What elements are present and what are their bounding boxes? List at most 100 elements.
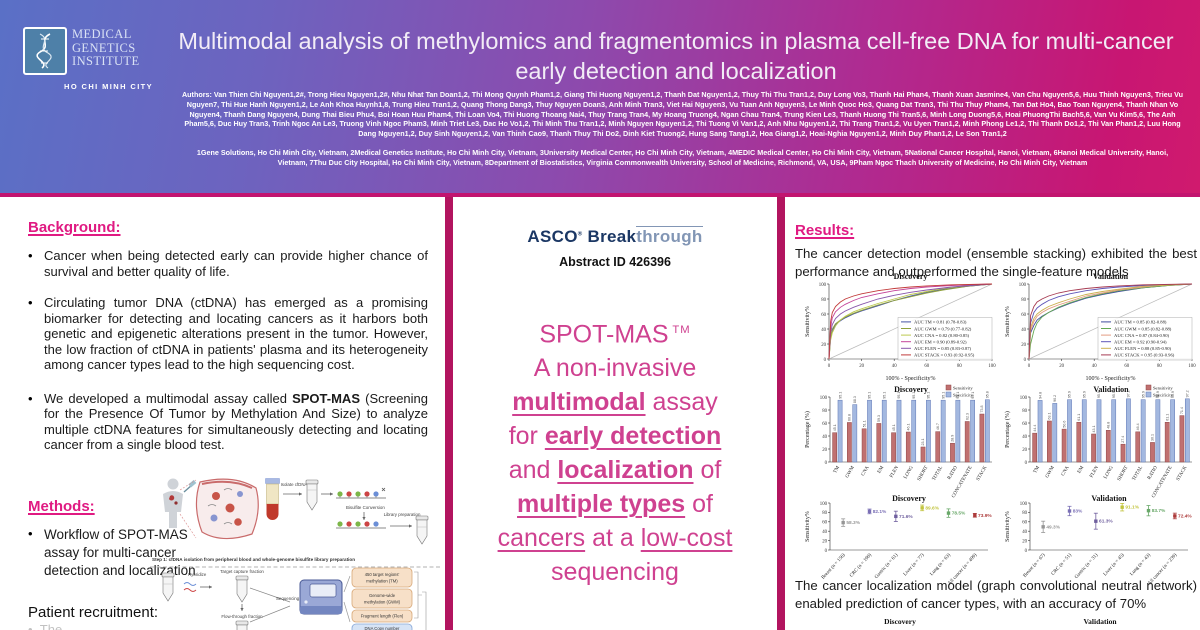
svg-text:100: 100: [1188, 364, 1196, 369]
cfdna-tube-icon: [305, 479, 319, 511]
svg-text:61.1: 61.1: [1077, 414, 1081, 421]
svg-text:Sensitivity%: Sensitivity%: [805, 511, 811, 542]
svg-text:95.9: 95.9: [1141, 391, 1145, 398]
step1-caption: Step 1: cfDNA isolation from peripheral …: [152, 557, 355, 562]
svg-text:Liver (n = 77): Liver (n = 77): [903, 553, 926, 578]
svg-text:60: 60: [924, 364, 929, 369]
bar-chart-validation: Validation 0 20 40 60 80 100 Percentage (%) 44.4…: [1002, 384, 1198, 504]
svg-text:methylation (GWM): methylation (GWM): [364, 600, 401, 605]
svg-text:450 target regions': 450 target regions': [365, 572, 400, 577]
sensitivity-chart-discovery: Discovery 0 20 40 60 80 100 Sensitivity% 58.3% Br…: [802, 494, 998, 587]
svg-text:20: 20: [1022, 539, 1027, 544]
svg-text:Sensitivity: Sensitivity: [953, 385, 973, 390]
svg-text:49.3%: 49.3%: [1046, 524, 1060, 530]
svg-text:STACK: STACK: [1176, 465, 1189, 482]
svg-text:91.1%: 91.1%: [1125, 505, 1139, 511]
svg-text:20: 20: [1059, 364, 1064, 369]
clipped-chart-title-discovery: Discovery: [884, 617, 916, 626]
svg-text:95.9: 95.9: [1068, 391, 1072, 398]
svg-text:20: 20: [821, 343, 826, 348]
logo-line-1: MEDICAL: [72, 27, 132, 41]
sequencing-label: Sequencing: [276, 596, 300, 601]
svg-text:100: 100: [1020, 396, 1028, 401]
bar-chart-discovery: Discovery 0 20 40 60 80 100 Percentage (%) 45.1 9…: [802, 384, 998, 504]
svg-text:0: 0: [825, 461, 828, 466]
abstract-id: Abstract ID 426396: [559, 255, 671, 269]
svg-text:FLEN: FLEN: [889, 465, 900, 479]
svg-text:Validation: Validation: [1093, 385, 1129, 394]
svg-text:95.9: 95.9: [1082, 391, 1086, 398]
feature-box-cna: DNA Copy number: [351, 623, 413, 630]
sequencer-icon: [299, 579, 343, 615]
svg-text:Sensitivity%: Sensitivity%: [805, 306, 811, 337]
svg-text:45.1: 45.1: [892, 424, 896, 431]
svg-text:100% - Specificity%: 100% - Specificity%: [1086, 375, 1136, 382]
header-divider: [0, 193, 1200, 197]
svg-text:60: 60: [822, 521, 827, 526]
asco-through-text: through: [636, 226, 703, 246]
svg-text:TM: TM: [1033, 465, 1041, 474]
svg-text:30.1: 30.1: [1151, 434, 1155, 441]
svg-text:73.9%: 73.9%: [978, 513, 992, 519]
bullet-marker: •: [28, 390, 33, 406]
svg-text:Sensitivity%: Sensitivity%: [1005, 511, 1011, 542]
svg-text:58.3%: 58.3%: [846, 520, 860, 526]
svg-text:100% - Specificity%: 100% - Specificity%: [886, 375, 936, 382]
svg-text:95.1: 95.1: [838, 392, 842, 399]
svg-text:Genome-wide: Genome-wide: [369, 593, 396, 598]
headline-line: for early detection: [508, 422, 722, 451]
svg-text:60: 60: [1021, 313, 1026, 318]
svg-text:100: 100: [819, 283, 827, 288]
svg-text:27.4: 27.4: [1121, 436, 1125, 443]
svg-text:GWM: GWM: [1045, 465, 1056, 479]
svg-text:GWM: GWM: [845, 465, 856, 479]
svg-text:95.1: 95.1: [956, 392, 960, 399]
svg-text:0: 0: [1024, 358, 1027, 363]
logo-line-3: INSTITUTE: [72, 54, 140, 68]
svg-text:88.3: 88.3: [853, 396, 857, 403]
svg-text:RATIO: RATIO: [1147, 465, 1159, 481]
svg-text:44.4: 44.4: [1033, 425, 1037, 432]
svg-text:20: 20: [1021, 343, 1026, 348]
flow-through-label: Flow-through fraction: [221, 614, 263, 619]
svg-text:40: 40: [1022, 530, 1027, 535]
svg-text:95.1: 95.1: [868, 392, 872, 399]
svg-text:SHORT: SHORT: [1117, 466, 1129, 482]
svg-text:46.1: 46.1: [907, 424, 911, 431]
svg-text:20: 20: [822, 448, 827, 453]
affiliations: 1Gene Solutions, Ho Chi Minh City, Vietn…: [196, 148, 1169, 167]
svg-text:Sensitivity%: Sensitivity%: [1005, 306, 1011, 337]
svg-text:95.1: 95.1: [897, 392, 901, 399]
svg-text:100: 100: [820, 502, 828, 507]
svg-text:80: 80: [822, 511, 827, 516]
headline-line: sequencing: [551, 558, 679, 587]
svg-text:AUC STACK = 0.93 (0.92-0.95): AUC STACK = 0.93 (0.92-0.95): [914, 353, 975, 358]
svg-text:95.1: 95.1: [882, 392, 886, 399]
svg-text:Validation: Validation: [1093, 272, 1129, 281]
feature-box-tm: 450 target regions' methylation (TM): [351, 567, 413, 588]
svg-text:Percentage (%): Percentage (%): [1004, 411, 1011, 448]
target-capture-label: Target capture fraction: [220, 569, 264, 574]
svg-text:95.9: 95.9: [1097, 391, 1101, 398]
center-panel: ASCO® Breakthrough Abstract ID 426396 SP…: [453, 197, 777, 589]
svg-text:Discovery: Discovery: [894, 272, 928, 281]
svg-text:0: 0: [824, 358, 827, 363]
svg-text:97.2: 97.2: [1186, 390, 1190, 397]
blood-tube-icon: [265, 478, 280, 520]
svg-text:60: 60: [1022, 422, 1027, 427]
clipped-text-line: • The: [28, 622, 63, 630]
svg-text:23.1: 23.1: [921, 438, 925, 445]
svg-text:AUC EM = 0.90 (0.89-0.92): AUC EM = 0.90 (0.89-0.92): [914, 340, 967, 345]
svg-text:48.8: 48.8: [1107, 422, 1111, 429]
svg-text:Specificity: Specificity: [1153, 392, 1174, 397]
svg-text:Sensitivity: Sensitivity: [1153, 385, 1173, 390]
svg-text:60: 60: [1022, 521, 1027, 526]
svg-text:Discovery: Discovery: [892, 494, 926, 503]
svg-text:59.3: 59.3: [877, 415, 881, 422]
svg-text:95.1: 95.1: [927, 392, 931, 399]
svg-text:94.8: 94.8: [1038, 392, 1042, 399]
svg-text:0: 0: [1028, 364, 1031, 369]
svg-text:AUC TM = 0.81 (0.78-0.83): AUC TM = 0.81 (0.78-0.83): [914, 320, 967, 325]
flowthrough-tube-icon: [235, 620, 249, 630]
isolate-cfdna-label: Isolate cfDNA: [281, 482, 308, 487]
